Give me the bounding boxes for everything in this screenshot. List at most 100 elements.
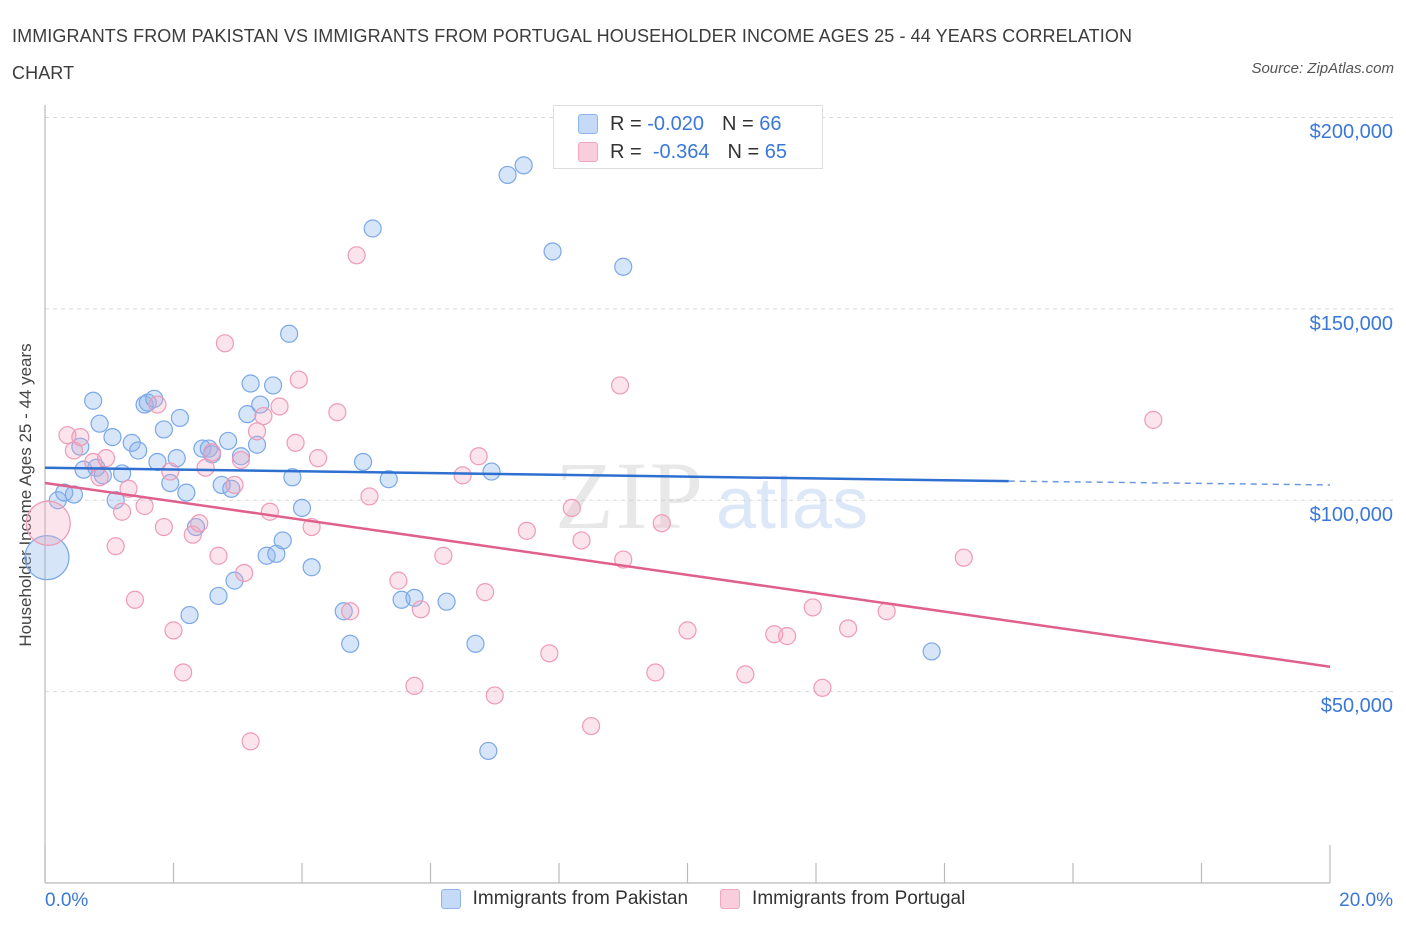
pakistan-point [103,427,122,447]
trend-lines [44,466,1331,668]
pakistan-point [334,602,353,621]
n-label: N = [721,112,754,135]
portugal-point [260,502,279,521]
portugal-point [190,514,209,533]
portugal-point [411,600,430,619]
portugal-point [476,583,495,602]
portugal-point [209,546,228,565]
pakistan-point [263,376,283,395]
portugal-point [235,563,254,583]
portugal-point [453,466,472,485]
portugal-point [241,732,260,751]
pakistan-point [273,531,292,550]
pakistan-trend-line [44,466,1009,483]
pakistan-point [405,588,424,607]
portugal-point [517,521,536,540]
portugal-point [803,598,822,617]
pakistan-point [135,395,154,414]
pakistan-point [283,468,302,487]
portugal-point [270,397,289,416]
portugal-point [112,502,132,521]
portugal-point [572,531,591,550]
portugal-point [174,663,193,682]
portugal-point [161,462,180,481]
legend-row-pakistan: R = -0.020 N = 66 [578,112,781,136]
pakistan-point [84,391,103,410]
pakistan-point [106,491,125,510]
pakistan-point [466,634,485,653]
pakistan-point [437,592,456,611]
y-tick-100k: $100,000 [1309,504,1393,526]
r-value-pakistan: -0.020 [647,112,704,135]
pakistan-point [292,498,312,518]
pakistan-point [145,389,164,408]
y-tick-50k: $50,000 [1320,695,1393,717]
portugal-point [183,525,202,544]
portugal-point [215,334,234,353]
portugal-point [119,479,138,498]
pakistan-point [170,408,190,428]
legend-label-portugal: Immigrants from Portugal [752,888,966,909]
pakistan-point [219,431,238,451]
pakistan-point [193,439,212,458]
portugal-point [25,500,71,546]
y-tick-150k: $150,000 [1309,313,1393,335]
portugal-point [135,496,154,516]
portugal-point [308,449,328,468]
y-tick-200k: $200,000 [1309,121,1393,143]
portugal-point [652,514,671,533]
portugal-point [954,548,973,567]
portugal-point [678,621,697,640]
portugal-point [360,487,379,506]
pakistan-point [231,447,251,466]
portugal-point [434,546,453,565]
portugal-point [777,627,797,646]
legend-item-portugal[interactable]: Immigrants from Portugal [720,888,965,910]
pakistan-point [129,441,148,460]
pakistan-point [482,462,501,481]
portugal-point [1144,410,1163,429]
portugal-point [485,686,504,705]
pakistan-point [341,634,360,653]
n-value-pakistan: 66 [759,112,782,135]
axes [44,105,1331,884]
pakistan-point [251,395,270,414]
watermark: ZIP atlas [555,442,868,549]
pakistan-point [177,483,196,502]
svg-text:ZIP: ZIP [555,442,705,549]
pakistan-point [180,605,199,625]
pakistan-point [212,475,231,495]
pakistan-point [922,642,941,661]
pakistan-point [247,435,267,454]
portugal-point [289,370,308,389]
pakistan-point [238,405,257,424]
source-label: Source: ZipAtlas.com [1251,60,1394,77]
r-label: R = [610,140,642,163]
legend-row-portugal: R = -0.364 N = 65 [578,140,787,164]
portugal-point [328,403,347,422]
portugal-point [562,498,581,518]
legend-item-pakistan[interactable]: Immigrants from Pakistan [440,888,688,910]
portugal-swatch [578,142,598,162]
pakistan-point [280,324,299,343]
portugal-point [839,619,858,638]
n-value-portugal: 65 [764,140,788,163]
correlation-legend: R = -0.020 N = 66 R = -0.364 N = 65 [553,105,823,169]
r-label: R = [610,112,642,135]
x-tick-max: 20.0% [1339,890,1393,911]
gridlines [45,117,1395,693]
pakistan-point [154,420,173,439]
portugal-point [610,376,630,395]
portugal-point [582,716,601,736]
pakistan-point [353,452,373,472]
portugal-point [148,395,167,414]
portugal-point [231,450,251,470]
pakistan-point [543,242,562,261]
data-points [24,156,1163,761]
pakistan-point [24,535,70,581]
chart-title: IMMIGRANTS FROM PAKISTAN VS IMMIGRANTS F… [12,26,1133,83]
pakistan-point [479,741,498,761]
portugal-point [341,602,360,621]
portugal-trend-line [44,481,1331,668]
